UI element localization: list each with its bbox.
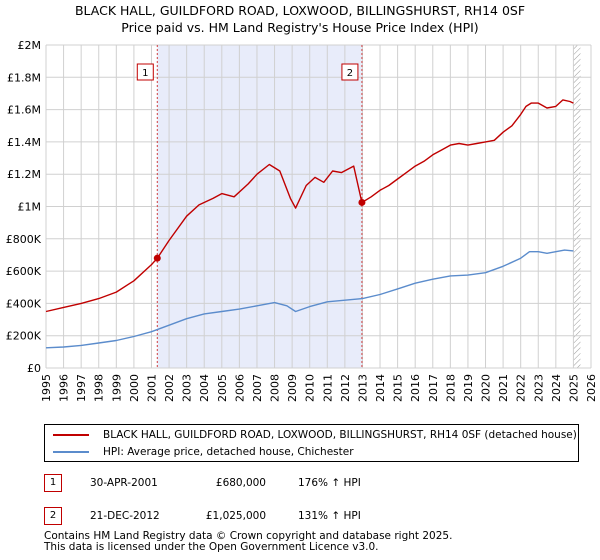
transaction-marker: 1: [44, 474, 62, 492]
x-tick-label: 2004: [198, 374, 211, 402]
x-tick-label: 2020: [480, 374, 493, 402]
x-tick-label: 1999: [110, 374, 123, 402]
sale-point: [358, 198, 366, 206]
x-tick-label: 2026: [585, 374, 598, 402]
legend-item-property: BLACK HALL, GUILDFORD ROAD, LOXWOOD, BIL…: [53, 427, 577, 443]
y-tick-label: £1.8M: [7, 71, 41, 84]
transaction-hpi: 176% ↑ HPI: [298, 477, 361, 489]
legend-label-hpi: HPI: Average price, detached house, Chic…: [103, 446, 354, 458]
event-label: 1: [142, 68, 148, 79]
x-tick-label: 2003: [181, 374, 194, 402]
x-tick-label: 2002: [163, 374, 176, 402]
price-chart: £0 £200K £400K £600K £800K £1M £1.2M £1.4M £1.6M…: [6, 39, 598, 402]
x-tick-label: 1998: [93, 374, 106, 402]
x-tick-label: 2013: [356, 374, 369, 402]
x-tick-label: 2011: [321, 374, 334, 402]
legend-line-hpi: [53, 451, 89, 453]
transaction-date: 21-DEC-2012: [90, 510, 160, 522]
footer: Contains HM Land Registry data © Crown c…: [44, 531, 452, 553]
y-tick-label: £600K: [6, 265, 42, 278]
transaction-row: 1 30-APR-2001 £680,000 176% ↑ HPI: [44, 474, 544, 494]
x-tick-label: 2022: [515, 374, 528, 402]
x-tick-label: 2000: [128, 374, 141, 402]
x-tick-label: 2001: [145, 374, 158, 402]
y-tick-label: £400K: [6, 297, 42, 310]
x-tick-label: 2008: [269, 374, 282, 402]
chart-subtitle: Price paid vs. HM Land Registry's House …: [121, 20, 479, 35]
y-tick-label: £1M: [18, 201, 42, 214]
legend-label-property: BLACK HALL, GUILDFORD ROAD, LOXWOOD, BIL…: [103, 429, 577, 441]
y-tick-label: £2M: [18, 39, 42, 52]
y-tick-label: £200K: [6, 330, 42, 343]
y-tick-label: £1.6M: [7, 104, 41, 117]
sale-point: [153, 254, 161, 262]
transaction-date: 30-APR-2001: [90, 477, 158, 489]
x-tick-label: 2012: [339, 374, 352, 402]
x-tick-label: 2019: [462, 374, 475, 402]
event-label-box: [136, 63, 154, 81]
legend-item-hpi: HPI: Average price, detached house, Chic…: [53, 444, 354, 460]
y-tick-label: £1.4M: [7, 136, 41, 149]
x-tick-label: 2014: [374, 374, 387, 402]
x-tick-label: 2024: [550, 374, 563, 402]
event-label: 2: [347, 68, 353, 79]
chart-title: BLACK HALL, GUILDFORD ROAD, LOXWOOD, BIL…: [74, 3, 526, 18]
x-tick-label: 2009: [286, 374, 299, 402]
y-tick-label: £0: [27, 362, 41, 375]
event-label-box: [341, 63, 359, 81]
x-tick-label: 1997: [75, 374, 88, 402]
transaction-hpi: 131% ↑ HPI: [298, 510, 361, 522]
x-tick-label: 2005: [216, 374, 229, 402]
footer-copyright: Contains HM Land Registry data © Crown c…: [44, 530, 453, 542]
transaction-marker: 2: [44, 507, 62, 525]
x-tick-label: 2018: [444, 374, 457, 402]
y-tick-label: £1.2M: [7, 168, 41, 181]
x-tick-label: 1996: [58, 374, 71, 402]
legend: BLACK HALL, GUILDFORD ROAD, LOXWOOD, BIL…: [44, 424, 579, 462]
x-tick-label: 2015: [392, 374, 405, 402]
plot-area: £0 £200K £400K £600K £800K £1M £1.2M £1.4M £1.6M…: [6, 39, 598, 402]
transaction-row: 2 21-DEC-2012 £1,025,000 131% ↑ HPI: [44, 507, 544, 527]
x-tick-label: 2007: [251, 374, 264, 402]
x-tick-label: 2017: [427, 374, 440, 402]
x-tick-label: 2023: [532, 374, 545, 402]
transaction-price: £1,025,000: [205, 510, 266, 522]
x-tick-label: 2006: [233, 374, 246, 402]
chart-title-block: BLACK HALL, GUILDFORD ROAD, LOXWOOD, BIL…: [0, 2, 600, 36]
legend-line-property: [53, 434, 89, 436]
transaction-price: £680,000: [215, 477, 266, 489]
x-tick-label: 1995: [40, 374, 53, 402]
hpi-line: [45, 249, 574, 349]
footer-licence: This data is licensed under the Open Gov…: [44, 541, 379, 553]
x-tick-label: 2021: [497, 374, 510, 402]
x-tick-label: 2010: [304, 374, 317, 402]
y-tick-label: £800K: [6, 233, 42, 246]
x-tick-label: 2025: [567, 374, 580, 402]
x-tick-label: 2016: [409, 374, 422, 402]
